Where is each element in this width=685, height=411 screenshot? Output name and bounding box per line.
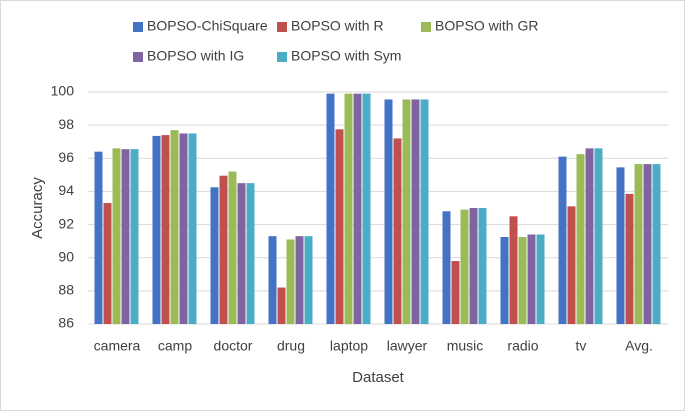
bar [344, 93, 353, 325]
bar [277, 287, 286, 324]
y-tick-label: 88 [58, 282, 74, 298]
x-tick-label: camera [94, 338, 141, 354]
x-axis-title: Dataset [352, 369, 405, 386]
bar [161, 135, 170, 324]
x-tick-label: music [447, 338, 484, 354]
bar [420, 99, 429, 324]
bar [210, 187, 219, 324]
legend-label: BOPSO-ChiSquare [147, 18, 268, 34]
bar [237, 183, 246, 324]
bar [286, 239, 295, 324]
legend-swatch [277, 22, 287, 32]
bar [268, 236, 277, 324]
x-tick-label: radio [507, 338, 538, 354]
bar [130, 149, 139, 324]
bar [652, 164, 661, 324]
legend-swatch [421, 22, 431, 32]
legend-label: BOPSO with Sym [291, 48, 401, 64]
bar [442, 211, 451, 324]
bar [643, 164, 652, 324]
bar [188, 133, 197, 324]
bar [460, 209, 469, 324]
bar [585, 148, 594, 324]
bar [527, 234, 536, 324]
x-tick-label: doctor [214, 338, 253, 354]
y-tick-label: 96 [58, 149, 74, 165]
bar [353, 93, 362, 325]
bar [567, 206, 576, 324]
bar [576, 154, 585, 324]
bar [228, 171, 237, 324]
bar [634, 164, 643, 324]
y-tick-label: 94 [58, 182, 74, 198]
legend-label: BOPSO with R [291, 18, 384, 34]
legend-swatch [133, 22, 143, 32]
bar [509, 216, 518, 324]
bar [362, 93, 371, 325]
y-tick-label: 100 [51, 83, 75, 99]
bar [103, 203, 112, 324]
legend-swatch [277, 52, 287, 62]
bar [384, 99, 393, 324]
bar [558, 156, 567, 324]
bar [246, 183, 255, 324]
bar [335, 129, 344, 324]
bar [500, 237, 509, 324]
legend-label: BOPSO with IG [147, 48, 244, 64]
bar [469, 208, 478, 324]
legend-swatch [133, 52, 143, 62]
x-tick-label: laptop [330, 338, 368, 354]
bar [121, 149, 130, 324]
y-axis-title: Accuracy [29, 177, 46, 239]
bar [518, 237, 527, 324]
x-tick-label: camp [158, 338, 192, 354]
bar [625, 193, 634, 324]
bar [179, 133, 188, 324]
x-tick-label: drug [277, 338, 305, 354]
bar [219, 175, 228, 324]
bar [94, 151, 103, 324]
y-tick-label: 98 [58, 116, 74, 132]
bar [304, 236, 313, 324]
bar [326, 93, 335, 325]
bar [616, 167, 625, 324]
legend-label: BOPSO with GR [435, 18, 538, 34]
bar [594, 148, 603, 324]
y-tick-label: 90 [58, 248, 74, 264]
x-tick-label: lawyer [387, 338, 428, 354]
bar [393, 138, 402, 324]
x-tick-label: tv [576, 338, 587, 354]
bar [451, 261, 460, 324]
bar [295, 236, 304, 324]
bar [411, 99, 420, 324]
bar [152, 135, 161, 324]
bar [402, 99, 411, 324]
y-tick-label: 92 [58, 215, 74, 231]
x-tick-label: Avg. [625, 338, 653, 354]
bar [112, 148, 121, 324]
bar [536, 234, 545, 324]
y-tick-label: 86 [58, 315, 74, 331]
bar [478, 208, 487, 324]
bar [170, 130, 179, 324]
